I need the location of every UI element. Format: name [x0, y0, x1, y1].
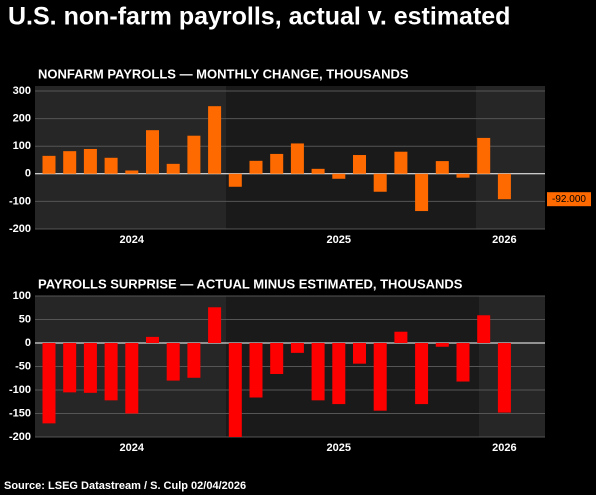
bar	[146, 336, 159, 343]
y-tick-label: 0	[25, 337, 31, 349]
bar	[228, 343, 242, 437]
bar	[456, 343, 470, 382]
bar	[104, 157, 118, 174]
bar	[332, 173, 346, 179]
bar	[228, 173, 242, 187]
panel-title: PAYROLLS SURPRISE — ACTUAL MINUS ESTIMAT…	[38, 276, 463, 291]
x-tick-label: 2026	[492, 234, 516, 246]
bar	[435, 343, 449, 347]
annotation-box	[547, 192, 591, 207]
bar	[208, 106, 222, 174]
x-tick-label: 2026	[492, 442, 516, 454]
bar	[332, 343, 346, 405]
y-tick-label: -50	[15, 360, 31, 372]
y-tick-label: -200	[9, 431, 31, 443]
bar	[270, 343, 284, 375]
page-title: U.S. non-farm payrolls, actual v. estima…	[8, 3, 510, 31]
bar	[208, 307, 222, 343]
bar	[42, 155, 56, 174]
bar	[125, 170, 139, 174]
bar	[83, 148, 97, 174]
x-tick-label: 2024	[120, 234, 145, 246]
bar	[477, 137, 491, 174]
y-tick-label: -100	[9, 195, 31, 207]
y-tick-label: 200	[13, 113, 31, 125]
bar	[83, 343, 97, 393]
bar	[477, 315, 491, 343]
annotation: -92.000	[552, 194, 586, 205]
bar	[104, 343, 118, 401]
bar	[146, 130, 159, 174]
bar	[125, 343, 139, 414]
bar	[166, 343, 180, 381]
bar	[63, 151, 77, 174]
bar	[394, 151, 408, 174]
bar	[42, 343, 56, 424]
y-tick-label: 100	[13, 140, 31, 152]
band	[226, 86, 476, 229]
bar	[394, 331, 408, 343]
bar	[373, 343, 387, 411]
bar	[353, 343, 366, 364]
y-tick-label: -200	[9, 223, 31, 235]
bar	[353, 155, 366, 174]
bar	[270, 153, 284, 174]
bar	[166, 163, 180, 174]
bar	[187, 135, 201, 174]
bar	[63, 343, 77, 393]
bar	[415, 173, 429, 212]
bar	[311, 168, 325, 174]
bar	[373, 173, 387, 192]
bar	[249, 160, 263, 174]
y-tick-label: 300	[13, 85, 31, 97]
source: Source: LSEG Datastream / S. Culp 02/04/…	[4, 480, 246, 492]
bar	[497, 343, 511, 413]
y-tick-label: 100	[13, 290, 31, 302]
panel-title: NONFARM PAYROLLS — MONTHLY CHANGE, THOUS…	[38, 66, 409, 81]
bar	[497, 173, 511, 200]
y-tick-label: 50	[19, 313, 31, 325]
y-tick-label: -150	[9, 407, 31, 419]
bar	[290, 143, 304, 174]
bar	[456, 173, 470, 178]
x-tick-label: 2024	[120, 442, 145, 454]
bar	[187, 343, 201, 378]
bar	[415, 343, 429, 405]
bar	[435, 161, 449, 174]
bar	[249, 343, 263, 398]
x-tick-label: 2025	[327, 442, 351, 454]
bar	[290, 343, 304, 353]
y-tick-label: 0	[25, 168, 31, 180]
y-tick-label: -100	[9, 384, 31, 396]
bar	[311, 343, 325, 401]
x-tick-label: 2025	[327, 234, 351, 246]
